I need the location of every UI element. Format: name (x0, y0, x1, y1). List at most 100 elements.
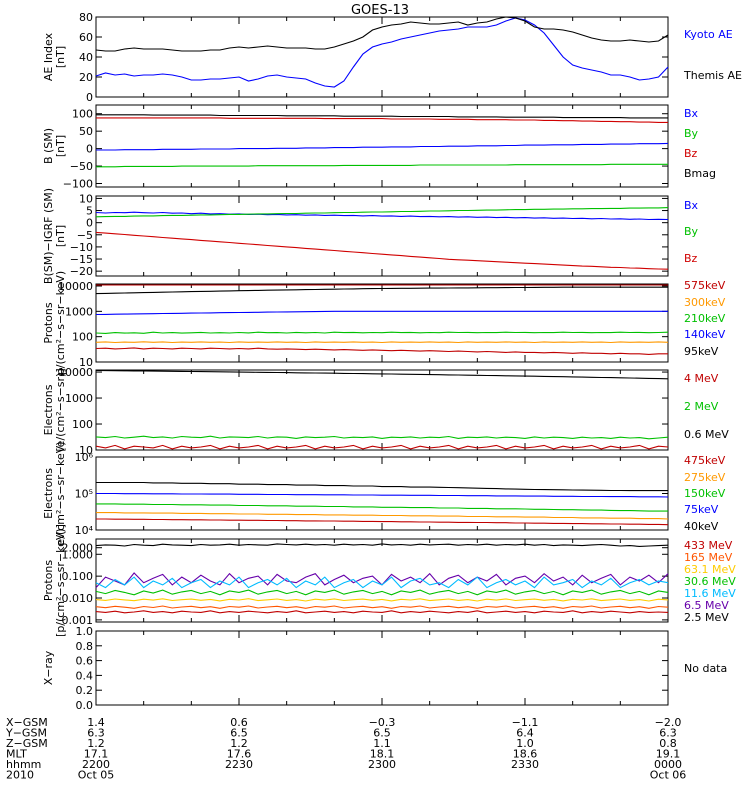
y-tick-label: 100 (72, 108, 93, 121)
y-axis-label: Electrons (42, 384, 55, 435)
ephem-value: −0.3 (369, 716, 396, 729)
ephem-row-label: Z−GSM (6, 737, 48, 750)
legend-item: Bz (684, 147, 698, 160)
series-165-mev (95, 605, 669, 609)
series-themis-ae (95, 16, 669, 52)
series-bx (95, 211, 669, 221)
y-tick-label: 10⁴ (75, 524, 94, 537)
y-axis-label: B(SM)−IGRF (SM) (42, 188, 55, 284)
ephem-value: Oct 06 (650, 769, 687, 782)
legend-item: Kyoto AE (684, 28, 733, 41)
y-tick-label: 0 (86, 143, 93, 156)
ephem-value: 1.2 (87, 737, 105, 750)
ephem-value: 2230 (225, 758, 253, 771)
legend-item: 75keV (684, 503, 719, 516)
series-bz (95, 231, 669, 270)
no-data-label: No data (684, 662, 727, 675)
ephem-value: 1.0 (516, 737, 534, 750)
series-433-mev (95, 610, 669, 614)
legend-item: 275keV (684, 471, 726, 484)
legend-item: Bmag (684, 167, 716, 180)
y-tick-label: 0.100 (62, 570, 94, 583)
y-axis-label: X−ray (42, 650, 55, 685)
y-axis-unit: e/(cm²−s−sr−keV) (54, 441, 67, 545)
ephem-value: 0.6 (230, 716, 248, 729)
plot-title: GOES-13 (351, 3, 409, 18)
y-tick-label: 5 (86, 205, 93, 218)
y-tick-label: 100 (72, 418, 93, 431)
ephem-value: 17.1 (84, 748, 109, 761)
y-tick-label: 0.2 (76, 684, 94, 697)
y-tick-label: 10 (79, 192, 93, 205)
y-tick-label: 0.6 (76, 655, 94, 668)
y-axis-unit: [e/(cm²−s−sr)] (54, 368, 67, 451)
y-tick-label: 10⁶ (75, 451, 94, 464)
ephem-row-label: 2010 (6, 769, 34, 782)
panel-frame (95, 195, 669, 277)
series-by (96, 163, 668, 168)
series-40kev (96, 481, 668, 492)
legend-item: 140keV (684, 328, 726, 341)
panel-ae: 0 20 40 60 80 AE Index [nT] Kyoto AE Themis AE (42, 11, 742, 104)
ephem-value: 1.2 (230, 737, 248, 750)
ephem-value: 17.6 (227, 748, 252, 761)
series-140kev (95, 310, 668, 316)
ephem-value: 6.5 (230, 727, 248, 740)
ephem-value: 6.3 (659, 727, 677, 740)
y-tick-label: 0.8 (76, 640, 94, 653)
y-tick-label: 1000 (65, 392, 93, 405)
ephem-value: 6.4 (516, 727, 534, 740)
legend-item: 40keV (684, 520, 719, 533)
y-tick-label: 2.000 (62, 542, 94, 555)
series-bmag (96, 114, 668, 119)
series-475kev (96, 518, 669, 526)
series-11-6-mev (95, 576, 669, 589)
y-tick-label: 10 (79, 444, 93, 457)
ephem-row-label: Y−GSM (5, 727, 47, 740)
ephem-row-label: X−GSM (6, 716, 48, 729)
series-2-mev (95, 435, 669, 440)
legend-item: Bx (684, 107, 699, 120)
y-tick-label: 1000 (65, 305, 93, 318)
y-axis-label: Protons (42, 302, 55, 343)
ephem-value: 1.1 (373, 737, 391, 750)
legend-item: 210keV (684, 312, 726, 325)
legend-item: 300keV (684, 296, 726, 309)
ephem-value: 0.8 (659, 737, 677, 750)
y-tick-label: 20 (79, 71, 93, 84)
legend-item: 433 MeV (684, 539, 733, 552)
legend-item: 6.5 MeV (684, 599, 729, 612)
ephem-value: 18.1 (370, 748, 395, 761)
series-2-5-mev (95, 543, 669, 547)
y-tick-label: 1.0 (76, 625, 94, 638)
series-kyoto-ae (95, 17, 669, 88)
y-tick-label: −10 (70, 241, 93, 254)
legend-item: 475keV (684, 454, 726, 467)
y-tick-label: 0.0 (76, 699, 94, 712)
series-210kev (95, 331, 669, 334)
y-tick-label: 60 (79, 31, 93, 44)
series-bz (96, 117, 668, 123)
legend-item: 2.5 MeV (684, 611, 729, 624)
y-tick-label: 1.000 (62, 548, 94, 561)
y-tick-label: 10 (79, 356, 93, 369)
series-95kev (95, 286, 668, 295)
ephem-row-label: hhmm (6, 758, 41, 771)
y-axis-label: Electrons (42, 468, 55, 519)
y-axis-label: Protons (42, 560, 55, 601)
legend-item: 95keV (684, 345, 719, 358)
y-tick-label: −20 (70, 265, 93, 278)
series-0-6-mev (95, 369, 669, 380)
panel-b: −100 −50 0 50 100 B (SM) [nT] Bx By Bz Bmag (42, 104, 716, 191)
series-575kev-low (95, 347, 668, 355)
ephem-value: 6.5 (373, 727, 391, 740)
legend-item: 0.6 MeV (684, 428, 729, 441)
legend-item: 2 MeV (684, 400, 719, 413)
series-275kev (96, 512, 669, 520)
ephem-value: 1.4 (87, 716, 105, 729)
legend-item: 575keV (684, 279, 726, 292)
